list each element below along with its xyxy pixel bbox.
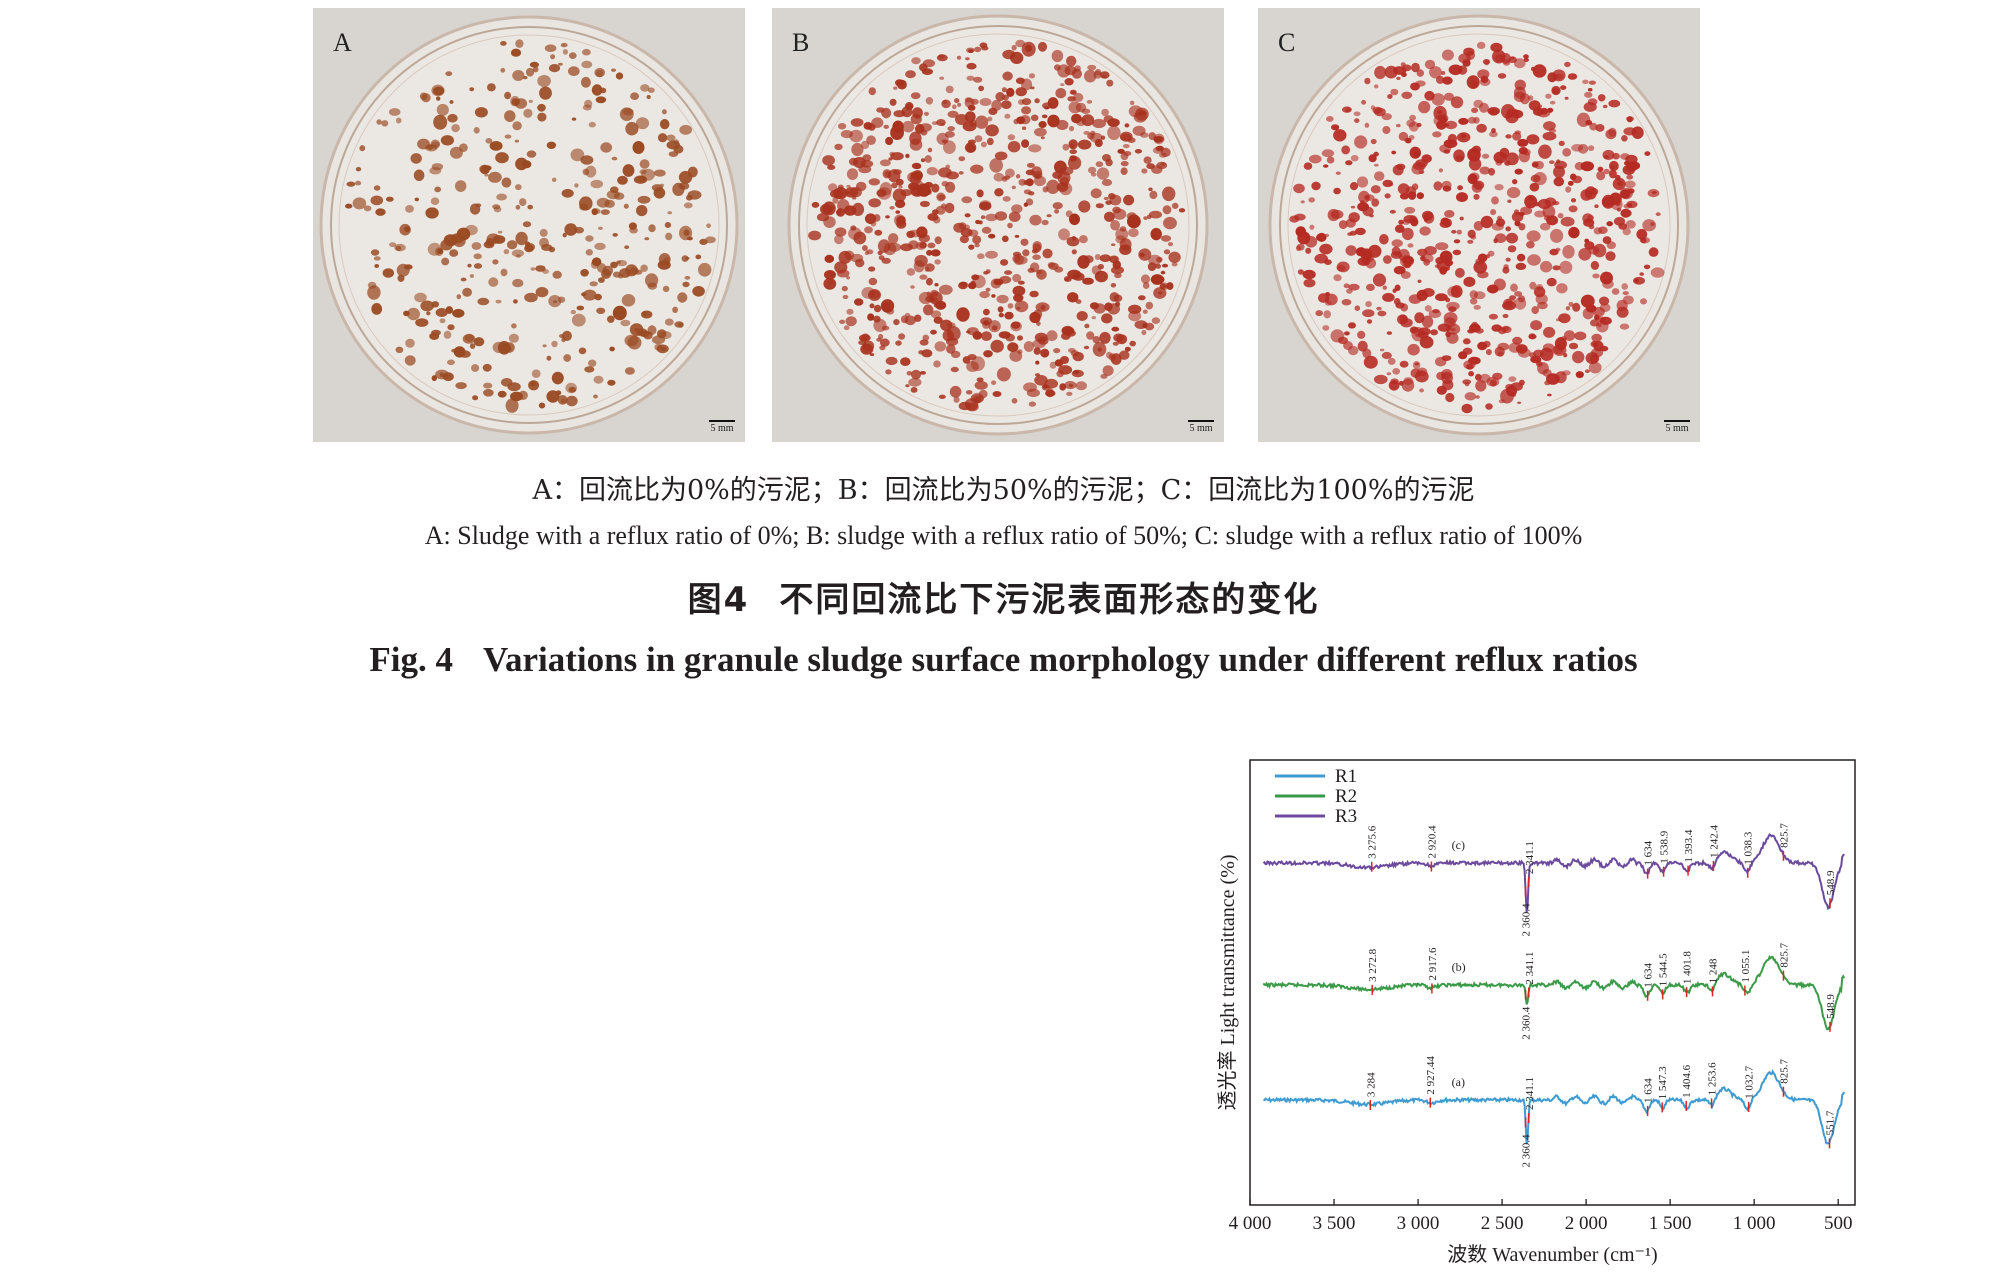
y-axis-label: 透光率 Light transmittance (%) — [1216, 854, 1239, 1110]
peak-label: 825.7 — [1778, 942, 1790, 967]
x-tick-label: 3 500 — [1313, 1213, 1356, 1234]
spectrum-line — [1262, 832, 1845, 913]
x-tick-label: 500 — [1824, 1213, 1853, 1234]
series-tag: (b) — [1452, 960, 1466, 974]
peak-label: 2 341.1 — [1524, 952, 1536, 985]
x-axis-label: 波数 Wavenumber (cm⁻¹) — [1447, 1243, 1657, 1266]
peak-label: 2 927.44 — [1425, 1056, 1437, 1095]
series-tag: (c) — [1452, 838, 1465, 852]
scale-bar: 5 mm — [1188, 420, 1214, 434]
peak-label: 1 634 — [1643, 840, 1655, 865]
peak-label: 2 360.4 — [1521, 1134, 1533, 1168]
peak-label: 1 248 — [1707, 958, 1719, 983]
peak-label: 3 272.8 — [1367, 948, 1379, 982]
peak-label: 548.9 — [1825, 994, 1837, 1019]
panel-label: A — [333, 28, 352, 57]
dish-edge — [338, 34, 720, 416]
photo-panel-a: A 5 mm — [313, 8, 745, 442]
peak-label: 551.7 — [1825, 1110, 1837, 1135]
peak-label: 2 920.4 — [1426, 825, 1438, 859]
peak-label: 1 634 — [1643, 1078, 1655, 1103]
photo-panel-b: B 5 mm — [772, 8, 1224, 442]
spectrum-line — [1263, 1069, 1846, 1145]
legend-label: R2 — [1335, 786, 1357, 807]
peak-label: 1 055.1 — [1740, 950, 1752, 983]
peak-label: 1 038.3 — [1743, 831, 1755, 865]
peak-label: 548.9 — [1825, 870, 1837, 895]
x-tick-label: 2 000 — [1565, 1213, 1608, 1234]
spectrum-line — [1262, 954, 1846, 1031]
ftir-spectrum-chart: 4 000 3 500 3 000 2 500 2 000 1 500 1 000 500 波数… — [1216, 759, 1856, 1266]
panel-label: C — [1278, 28, 1296, 57]
peak-label: 1 544.5 — [1658, 953, 1670, 987]
legend-label: R3 — [1335, 806, 1357, 827]
figure-title: Variations in granule sludge surface mor… — [482, 640, 1638, 679]
scale-bar-label: 5 mm — [710, 423, 734, 434]
peak-label: 1 538.9 — [1659, 830, 1671, 864]
petri-dish-image — [313, 8, 745, 442]
figure-number: 图4 — [687, 580, 750, 620]
petri-dish-image — [772, 8, 1224, 442]
peak-label: 2 360.4 — [1521, 1006, 1533, 1040]
figure-title-english: Fig. 4 Variations in granule sludge surfa… — [0, 640, 2007, 680]
scale-bar-label: 5 mm — [1665, 423, 1689, 434]
peak-label: 3 284 — [1365, 1072, 1377, 1097]
peak-label: 1 032.7 — [1744, 1065, 1756, 1099]
figure-title: 不同回流比下污泥表面形态的变化 — [779, 580, 1320, 620]
subcaption-english: A: Sludge with a reflux ratio of 0%; B: … — [424, 521, 1583, 550]
petri-dish-image — [1258, 8, 1700, 442]
peak-label: 2 341.1 — [1524, 841, 1536, 874]
peak-label: 1 547.3 — [1657, 1066, 1669, 1100]
x-tick-label: 2 500 — [1481, 1213, 1524, 1234]
peak-label: 2 917.6 — [1427, 947, 1439, 981]
peak-label: 2 341.1 — [1524, 1077, 1536, 1110]
scale-bar: 5 mm — [1664, 420, 1690, 434]
x-tick-label: 4 000 — [1229, 1213, 1272, 1234]
dish-edge — [806, 33, 1190, 417]
legend-label: R1 — [1335, 766, 1357, 787]
peak-label: 1 634 — [1643, 963, 1655, 988]
series-tag: (a) — [1452, 1075, 1465, 1089]
sludge-granules — [1289, 41, 1665, 414]
peak-label: 2 360.4 — [1521, 903, 1533, 937]
peak-label: 825.7 — [1778, 1058, 1790, 1083]
peak-label: 1 401.8 — [1682, 951, 1694, 985]
photo-panel-c: C 5 mm — [1258, 8, 1700, 442]
subcaption-chinese: A：回流比为0%的污泥；B：回流比为50%的污泥；C：回流比为100%的污泥 — [532, 475, 1475, 506]
peak-label: 825.7 — [1778, 823, 1790, 848]
peak-label: 1 253.6 — [1707, 1062, 1719, 1096]
x-tick-label: 3 000 — [1397, 1213, 1440, 1234]
peak-label: 3 275.6 — [1367, 825, 1379, 859]
figure-number: Fig. 4 — [369, 640, 453, 679]
x-tick-label: 1 000 — [1733, 1213, 1776, 1234]
x-tick-label: 1 500 — [1649, 1213, 1692, 1234]
scale-bar: 5 mm — [709, 420, 735, 434]
panel-label: B — [792, 28, 810, 57]
peak-label: 1 393.4 — [1683, 829, 1695, 863]
plot-frame — [1249, 759, 1856, 1206]
scale-bar-label: 5 mm — [1189, 423, 1213, 434]
sludge-granules — [345, 39, 716, 413]
figure-title-chinese: 图4 不同回流比下污泥表面形态的变化 — [0, 572, 2007, 621]
dish-edge — [1287, 33, 1671, 417]
peak-label: 1 404.6 — [1681, 1064, 1693, 1098]
peak-label: 1 242.4 — [1708, 824, 1720, 858]
sludge-granules — [808, 39, 1186, 412]
